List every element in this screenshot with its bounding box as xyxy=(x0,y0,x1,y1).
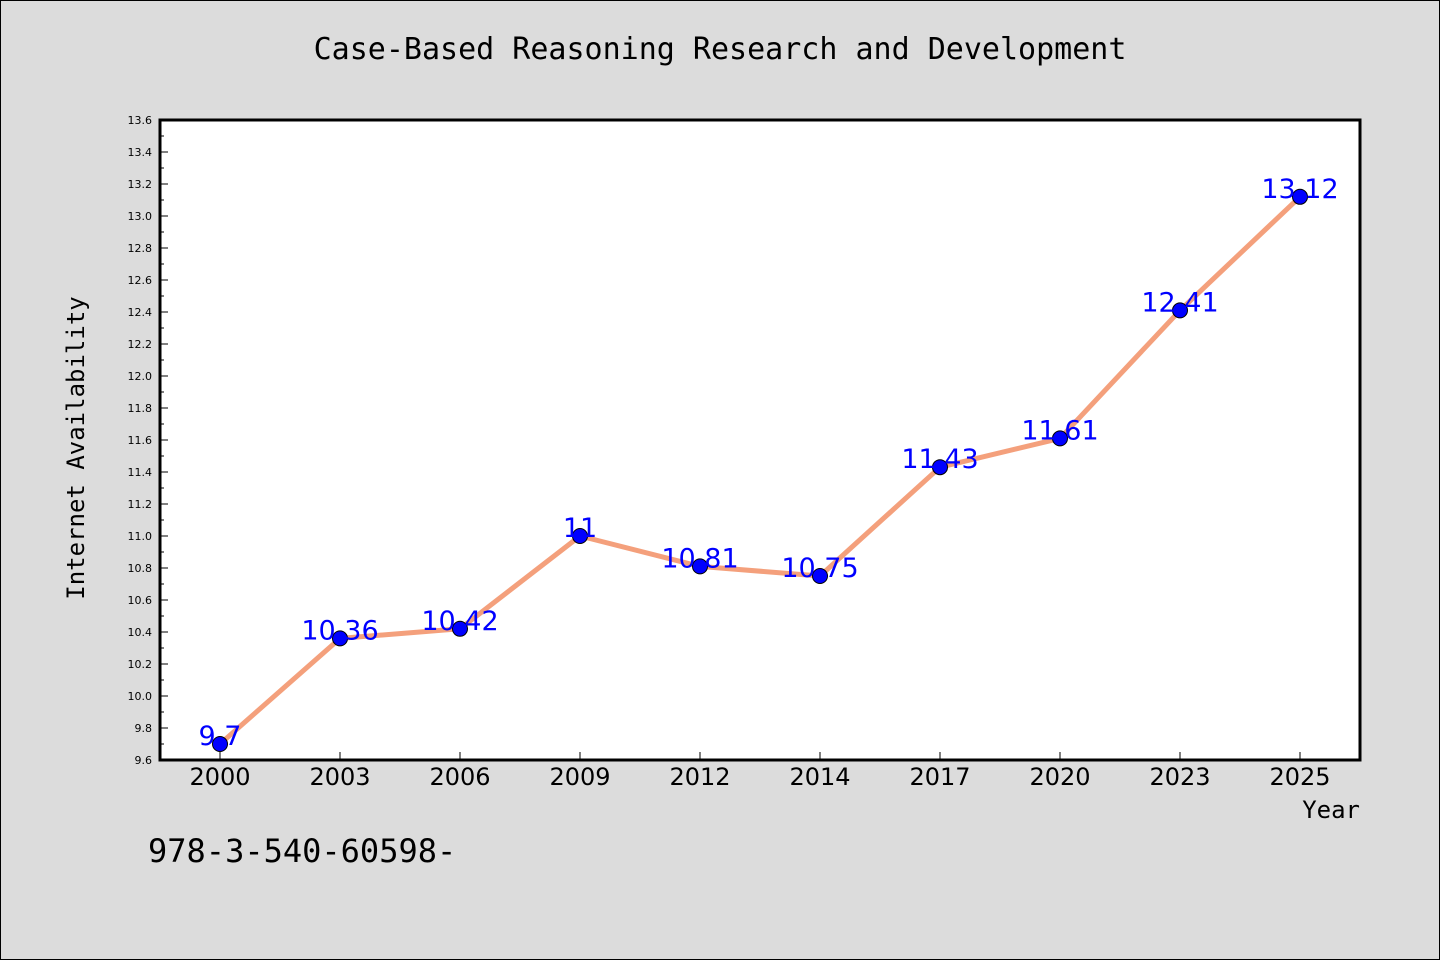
plot-area xyxy=(158,118,1362,762)
data-point-label: 11.61 xyxy=(1021,415,1098,446)
data-point-label: 11.43 xyxy=(901,444,978,475)
chart-title: Case-Based Reasoning Research and Develo… xyxy=(313,32,1127,67)
y-tick-label: 11.2 xyxy=(128,498,153,511)
data-point-label: 10.42 xyxy=(421,606,498,637)
x-axis-label: Year xyxy=(1302,796,1360,824)
x-tick-label: 2009 xyxy=(549,763,610,791)
x-tick-label: 2023 xyxy=(1149,763,1210,791)
y-tick-label: 11.8 xyxy=(128,402,153,415)
x-tick-label: 2017 xyxy=(909,763,970,791)
data-point-label: 10.75 xyxy=(781,553,858,584)
x-axis: 2000 2003 2006 2009 2012 2014 2017 2020 2023 2025 xyxy=(189,752,1331,791)
data-point-marker xyxy=(932,459,948,476)
data-point-label: 11 xyxy=(563,513,597,544)
y-tick-label: 12.0 xyxy=(128,370,153,383)
y-axis: 9.6 9.8 10.0 10.2 10.4 10.6 10.8 11.0 11.2 11.4 11… xyxy=(128,114,168,767)
data-point-marker xyxy=(1052,430,1068,447)
y-tick-label: 9.8 xyxy=(135,722,153,735)
x-tick-label: 2020 xyxy=(1029,763,1090,791)
y-tick-label: 10.2 xyxy=(128,658,153,671)
x-tick-label: 2006 xyxy=(429,763,490,791)
x-tick-label: 2000 xyxy=(189,763,250,791)
y-tick-label: 10.8 xyxy=(128,562,153,575)
data-point-label: 12.41 xyxy=(1141,287,1218,318)
data-point-label: 10.36 xyxy=(301,615,378,646)
data-point-label: 13.12 xyxy=(1261,174,1338,205)
y-tick-label: 11.0 xyxy=(128,530,153,543)
data-point-label: 10.81 xyxy=(661,543,738,574)
y-tick-label: 11.6 xyxy=(128,434,153,447)
data-point-marker xyxy=(572,528,588,544)
data-point-marker xyxy=(452,620,468,637)
data-point-marker xyxy=(692,558,708,575)
y-tick-label: 10.0 xyxy=(128,690,153,703)
x-tick-label: 2012 xyxy=(669,763,730,791)
data-point-marker xyxy=(212,736,228,752)
y-tick-label: 10.6 xyxy=(128,594,153,607)
data-point-marker xyxy=(1292,188,1308,205)
x-tick-label: 2003 xyxy=(309,763,370,791)
data-point-marker xyxy=(812,568,828,584)
series-group xyxy=(212,188,1308,752)
y-tick-label: 12.2 xyxy=(128,338,153,351)
y-tick-label: 13.2 xyxy=(128,178,153,191)
x-tick-label: 2014 xyxy=(789,763,850,791)
data-point-label: 9.7 xyxy=(199,721,242,752)
x-tick-label: 2025 xyxy=(1269,763,1330,791)
data-labels-group: 9.7 10.36 10.42 11 10.81 10.75 11.43 11.61 12.41… xyxy=(199,174,1339,752)
y-tick-label: 12.8 xyxy=(128,242,153,255)
series-line xyxy=(218,194,1302,746)
y-tick-label: 12.4 xyxy=(128,306,153,319)
y-tick-label: 12.6 xyxy=(128,274,153,287)
footnote-text: 978-3-540-60598- xyxy=(148,832,457,870)
data-point-marker xyxy=(332,630,348,647)
y-tick-label: 13.0 xyxy=(128,210,153,223)
y-tick-label: 13.4 xyxy=(128,146,153,159)
y-tick-label: 10.4 xyxy=(128,626,153,639)
y-tick-label: 9.6 xyxy=(135,754,153,767)
y-tick-label: 13.6 xyxy=(128,114,153,127)
data-point-marker xyxy=(1172,302,1188,319)
y-tick-label: 11.4 xyxy=(128,466,153,479)
